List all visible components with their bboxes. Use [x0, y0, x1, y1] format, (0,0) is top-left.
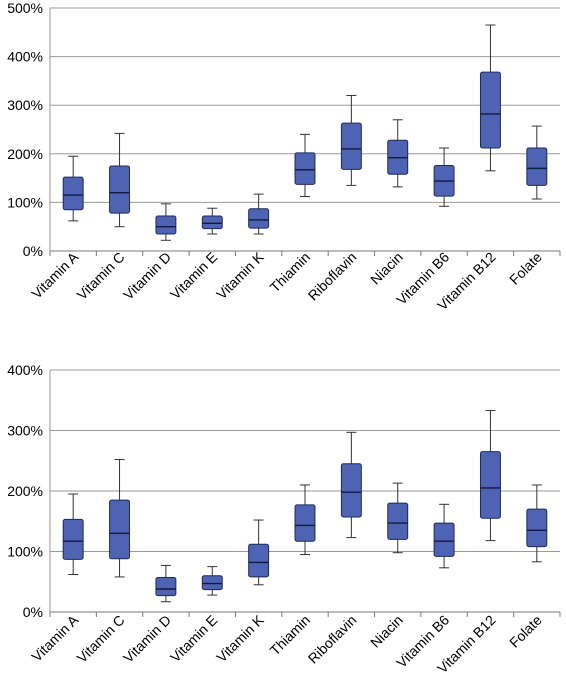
iqr-box	[62, 176, 84, 211]
box-folate	[526, 484, 548, 563]
iqr-box	[433, 522, 455, 557]
x-tick-label: Thiamin	[267, 612, 314, 659]
x-tick-label: Folate	[506, 612, 545, 651]
iqr-box	[479, 451, 501, 519]
x-tick-label: Vitamin C	[74, 249, 128, 303]
x-tick-label: Riboflavin	[305, 612, 360, 667]
y-tick-label: 100%	[7, 194, 43, 210]
iqr-box	[109, 499, 131, 560]
box-vitamin-d	[155, 564, 177, 603]
x-tick-label: Vitamin C	[74, 612, 128, 666]
y-tick-label: 400%	[7, 362, 43, 378]
box-thiamin	[294, 484, 316, 556]
iqr-box	[62, 518, 84, 560]
x-tick-label: Niacin	[367, 612, 406, 651]
box-vitamin-a	[62, 155, 84, 222]
y-tick-label: 100%	[7, 544, 43, 560]
y-tick-label: 400%	[7, 49, 43, 65]
iqr-box	[526, 147, 548, 186]
iqr-box	[155, 577, 177, 597]
box-niacin	[387, 119, 409, 188]
x-tick-label: Vitamin K	[213, 611, 267, 665]
iqr-box	[294, 504, 316, 542]
x-tick-label: Vitamin K	[213, 248, 267, 302]
y-tick-label: 0%	[23, 243, 43, 259]
box-riboflavin	[340, 431, 362, 539]
box-vitamin-c	[109, 132, 131, 228]
y-tick-label: 300%	[7, 97, 43, 113]
box-vitamin-k	[248, 519, 270, 586]
x-tick-label: Vitamin E	[167, 249, 221, 303]
x-tick-label: Niacin	[367, 249, 406, 288]
x-tick-label: Riboflavin	[305, 249, 360, 304]
box-niacin	[387, 482, 409, 554]
x-tick-label: Thiamin	[267, 249, 314, 296]
x-tick-label: Folate	[506, 249, 545, 288]
iqr-box	[248, 543, 270, 578]
iqr-box	[201, 215, 223, 230]
box-vitamin-a	[62, 493, 84, 575]
box-vitamin-k	[248, 193, 270, 235]
iqr-box	[294, 152, 316, 185]
iqr-box	[340, 122, 362, 170]
box-vitamin-b6	[433, 503, 455, 569]
box-folate	[526, 125, 548, 200]
box-vitamin-c	[109, 459, 131, 578]
box-vitamin-b12	[479, 24, 501, 172]
box-vitamin-d	[155, 203, 177, 241]
y-tick-label: 500%	[7, 0, 43, 16]
iqr-box	[340, 463, 362, 518]
y-tick-label: 300%	[7, 423, 43, 439]
box-vitamin-e	[201, 566, 223, 596]
x-tick-label: Vitamin E	[167, 612, 221, 666]
box-vitamin-e	[201, 207, 223, 235]
y-tick-label: 0%	[23, 604, 43, 620]
iqr-box	[526, 508, 548, 548]
box-thiamin	[294, 133, 316, 198]
iqr-box	[387, 502, 409, 540]
iqr-box	[109, 165, 131, 214]
box-vitamin-b12	[479, 410, 501, 542]
x-tick-label: Vitamin D	[120, 249, 174, 303]
iqr-box	[479, 71, 501, 149]
y-tick-label: 200%	[7, 146, 43, 162]
y-tick-label: 200%	[7, 483, 43, 499]
box-riboflavin	[340, 94, 362, 186]
iqr-box	[201, 575, 223, 591]
iqr-box	[248, 208, 270, 229]
iqr-box	[155, 215, 177, 235]
x-tick-label: Vitamin D	[120, 612, 174, 666]
box-vitamin-b6	[433, 147, 455, 207]
